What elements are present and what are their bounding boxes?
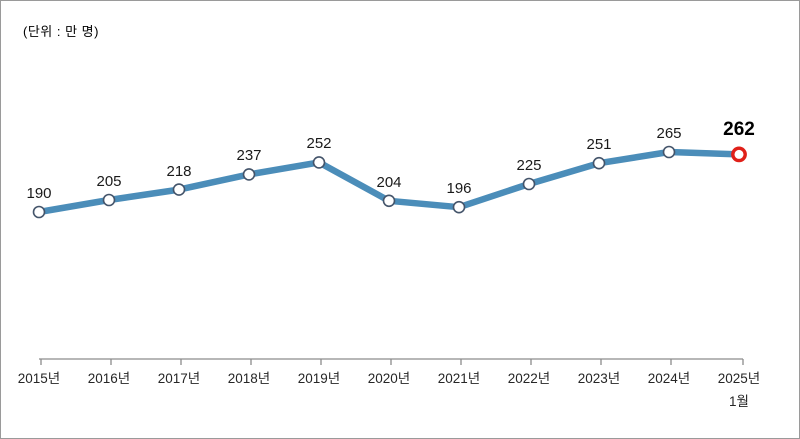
data-label: 265 bbox=[656, 125, 682, 142]
x-axis-label: 2015년 bbox=[17, 371, 61, 386]
x-axis-label: 2023년 bbox=[577, 371, 621, 386]
highlighted-data-label: 262 bbox=[723, 119, 755, 141]
data-label: 190 bbox=[26, 185, 52, 202]
x-axis-sublabel: 1월 bbox=[729, 394, 749, 409]
data-label: 225 bbox=[516, 157, 542, 174]
x-axis-label: 2021년 bbox=[437, 371, 481, 386]
data-point-marker bbox=[592, 156, 606, 170]
data-label: 196 bbox=[446, 180, 472, 198]
x-axis-label: 2016년 bbox=[87, 371, 131, 386]
x-axis-label: 2022년 bbox=[507, 371, 551, 386]
x-axis-label: 2019년 bbox=[297, 371, 341, 386]
data-point-marker bbox=[102, 193, 116, 207]
x-axis-label: 2018년 bbox=[227, 371, 271, 386]
data-point-marker bbox=[522, 177, 536, 191]
data-point-marker bbox=[662, 145, 676, 159]
data-label: 252 bbox=[306, 135, 332, 153]
data-label: 218 bbox=[166, 162, 192, 180]
data-point-marker bbox=[172, 183, 186, 196]
data-label: 251 bbox=[586, 136, 612, 154]
data-label: 237 bbox=[236, 147, 262, 165]
data-point-marker bbox=[242, 168, 256, 181]
x-axis-label: 2017년 bbox=[157, 371, 201, 386]
data-point-marker bbox=[32, 205, 46, 219]
data-point-marker bbox=[382, 194, 396, 208]
data-point-marker bbox=[312, 156, 326, 169]
highlighted-data-point-marker bbox=[731, 146, 747, 163]
x-axis-label: 2024년 bbox=[647, 371, 691, 386]
data-point-marker bbox=[452, 200, 466, 214]
x-axis-label: 2020년 bbox=[367, 371, 411, 386]
data-label: 204 bbox=[376, 173, 402, 191]
data-label: 205 bbox=[96, 173, 122, 190]
unit-label: (단위 : 만 명) bbox=[23, 24, 99, 39]
x-axis-label: 2025년 1월 bbox=[704, 370, 774, 410]
